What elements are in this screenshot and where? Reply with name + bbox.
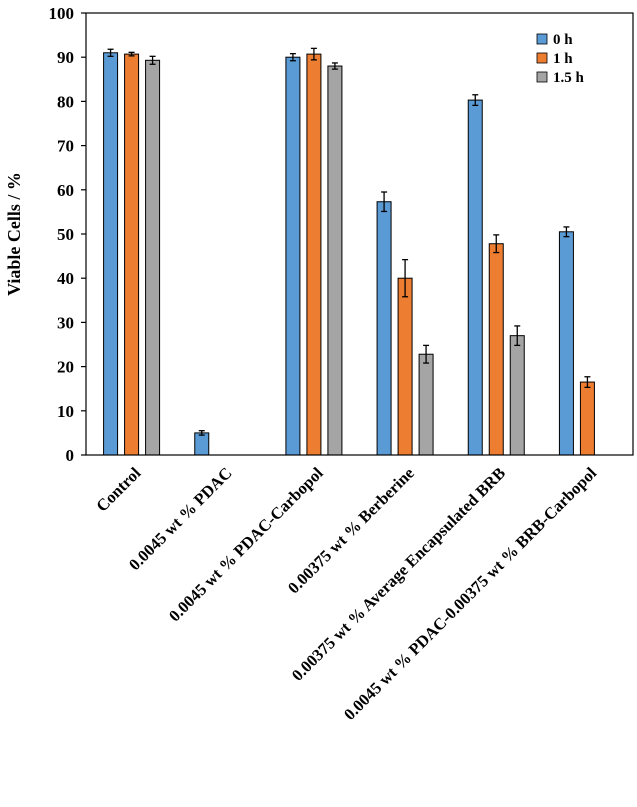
y-tick-label: 20 [57,358,74,377]
bar [306,53,322,456]
legend-swatch [536,33,548,45]
legend-swatch [536,71,548,83]
y-tick-label: 70 [57,137,74,156]
bar [467,99,483,456]
legend-label: 0 h [553,32,573,48]
legend-label: 1.5 h [553,70,585,86]
bar [509,335,525,456]
legend: 0 h 1 h 1.5 h [536,32,585,86]
y-axis-title: Viable Cells / % [4,172,24,296]
bar [558,231,574,456]
y-tick-label: 60 [57,181,74,200]
bar [418,353,434,456]
bar [285,56,301,456]
bar [327,65,343,456]
legend-swatch [536,52,548,64]
legend-label: 1 h [553,51,573,67]
plot-frame [85,12,634,456]
y-tick-label: 50 [57,225,74,244]
bar [397,277,413,456]
bar [488,243,504,456]
y-tick-label: 40 [57,269,74,288]
bar [194,432,210,456]
bar [124,53,140,456]
y-axis-ticks: 0 10 20 30 40 50 60 70 80 90 100 [49,4,86,465]
y-tick-label: 80 [57,92,74,111]
bar [579,381,595,456]
bar [103,52,119,456]
y-tick-label: 30 [57,313,74,332]
bars [103,47,595,456]
bar [376,201,392,456]
x-category-label: Control [92,463,144,515]
axes [85,12,634,456]
y-tick-label: 10 [57,402,74,421]
y-tick-label: 90 [57,48,74,67]
bar [145,59,161,456]
y-tick-label: 0 [66,446,75,465]
y-tick-label: 100 [49,4,75,23]
x-category-label: 0.0045 wt % PDAC-Carbopol [165,463,327,625]
